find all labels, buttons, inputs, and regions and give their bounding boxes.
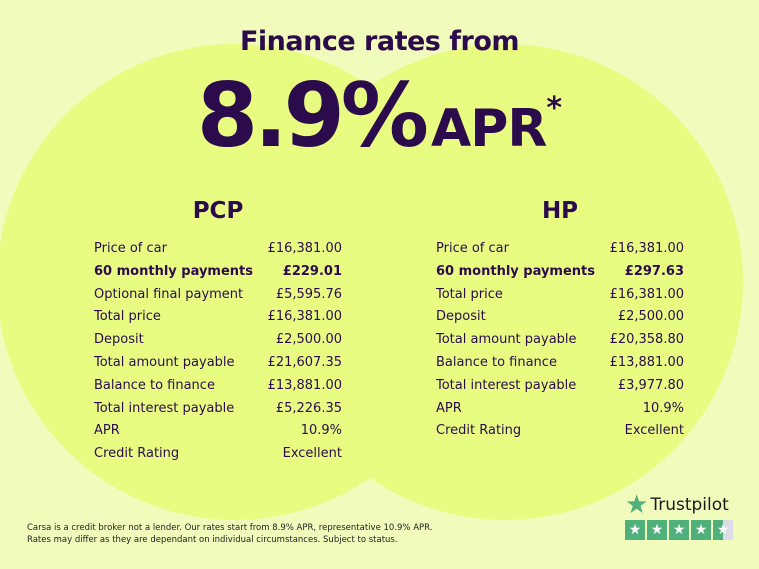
row-label: Total price bbox=[94, 309, 161, 325]
row-value: £2,500.00 bbox=[617, 309, 684, 325]
row-value: 10.9% bbox=[300, 423, 342, 439]
row-label: Total amount payable bbox=[436, 332, 577, 348]
table-row: APR 10.9% bbox=[94, 420, 342, 443]
trustpilot-logo-text: Trustpilot bbox=[650, 495, 729, 515]
row-label: APR bbox=[436, 400, 462, 416]
star-icon: ★ bbox=[691, 520, 711, 540]
row-label: Balance to finance bbox=[94, 377, 215, 393]
disclaimer-line: Carsa is a credit broker not a lender. O… bbox=[27, 523, 433, 533]
table-row: Price of car £16,381.00 bbox=[94, 238, 342, 261]
row-label: Total amount payable bbox=[94, 354, 235, 370]
row-label: Deposit bbox=[94, 332, 144, 348]
row-value: Excellent bbox=[282, 446, 342, 462]
headline-rate: 8.9% APR* bbox=[0, 64, 759, 167]
pcp-heading: PCP bbox=[192, 198, 244, 224]
background-circle-right bbox=[267, 44, 743, 520]
table-row: Balance to finance £13,881.00 bbox=[94, 375, 342, 398]
row-value: £5,226.35 bbox=[275, 400, 342, 416]
row-value: 10.9% bbox=[642, 400, 684, 416]
row-label: APR bbox=[94, 423, 120, 439]
row-label: Balance to finance bbox=[436, 354, 557, 370]
star-icon: ★ bbox=[625, 490, 649, 520]
row-label: Price of car bbox=[94, 241, 167, 256]
row-value: £13,881.00 bbox=[609, 354, 684, 370]
table-row: Total amount payable £20,358.80 bbox=[436, 329, 684, 352]
table-row: Total amount payable £21,607.35 bbox=[94, 352, 342, 375]
row-value: £297.63 bbox=[624, 263, 684, 279]
row-value: £229.01 bbox=[282, 263, 342, 279]
row-value: £2,500.00 bbox=[275, 332, 342, 348]
disclaimer: Carsa is a credit broker not a lender. O… bbox=[27, 522, 432, 546]
star-icon: ★ bbox=[713, 520, 733, 540]
row-label: Optional final payment bbox=[94, 286, 244, 302]
row-value: £16,381.00 bbox=[609, 286, 684, 302]
row-value: £3,977.80 bbox=[617, 377, 684, 393]
row-label: 60 monthly payments bbox=[94, 263, 253, 279]
row-value: £21,607.35 bbox=[267, 354, 342, 370]
star-icon: ★ bbox=[669, 520, 689, 540]
table-row: Deposit £2,500.00 bbox=[436, 306, 684, 329]
row-value: £20,358.80 bbox=[609, 332, 684, 348]
rate-suffix: APR bbox=[430, 99, 547, 159]
rate-value: 8.9% bbox=[196, 64, 429, 167]
table-row: Total price £16,381.00 bbox=[436, 284, 684, 307]
disclaimer-line: Rates may differ as they are dependant o… bbox=[27, 535, 398, 545]
asterisk: * bbox=[546, 91, 563, 126]
row-label: Credit Rating bbox=[436, 423, 522, 439]
row-label: Total interest payable bbox=[436, 377, 577, 393]
trustpilot-badge[interactable]: ★ Trustpilot ★ ★ ★ ★ ★ bbox=[625, 490, 733, 540]
star-icon: ★ bbox=[647, 520, 667, 540]
trustpilot-rating: ★ ★ ★ ★ ★ bbox=[625, 520, 733, 540]
row-value: £16,381.00 bbox=[267, 241, 342, 256]
row-value: £5,595.76 bbox=[275, 286, 342, 302]
table-row: Total interest payable £3,977.80 bbox=[436, 375, 684, 398]
row-value: £16,381.00 bbox=[267, 309, 342, 325]
table-row: Credit Rating Excellent bbox=[94, 443, 342, 466]
row-label: Price of car bbox=[436, 241, 509, 256]
star-icon: ★ bbox=[625, 520, 645, 540]
hp-table: HP Price of car £16,381.00 60 monthly paym… bbox=[436, 198, 684, 443]
table-row: Price of car £16,381.00 bbox=[436, 238, 684, 261]
table-row: Total interest payable £5,226.35 bbox=[94, 398, 342, 421]
table-row: Total price £16,381.00 bbox=[94, 306, 342, 329]
row-value: £13,881.00 bbox=[267, 377, 342, 393]
table-row: Optional final payment £5,595.76 bbox=[94, 284, 342, 307]
row-label: Credit Rating bbox=[94, 446, 180, 462]
table-row: Deposit £2,500.00 bbox=[94, 329, 342, 352]
table-row: 60 monthly payments £229.01 bbox=[94, 261, 342, 284]
headline: Finance rates from bbox=[239, 26, 520, 57]
row-label: 60 monthly payments bbox=[436, 263, 595, 279]
table-row: Balance to finance £13,881.00 bbox=[436, 352, 684, 375]
row-label: Total price bbox=[436, 286, 503, 302]
row-label: Total interest payable bbox=[94, 400, 235, 416]
table-row: Credit Rating Excellent bbox=[436, 420, 684, 443]
row-value: £16,381.00 bbox=[609, 241, 684, 256]
table-row: 60 monthly payments £297.63 bbox=[436, 261, 684, 284]
pcp-table: PCP Price of car £16,381.00 60 monthly pay… bbox=[94, 198, 342, 466]
table-row: APR 10.9% bbox=[436, 398, 684, 421]
row-value: Excellent bbox=[624, 423, 684, 439]
row-label: Deposit bbox=[436, 309, 486, 325]
hp-heading: HP bbox=[541, 198, 579, 224]
